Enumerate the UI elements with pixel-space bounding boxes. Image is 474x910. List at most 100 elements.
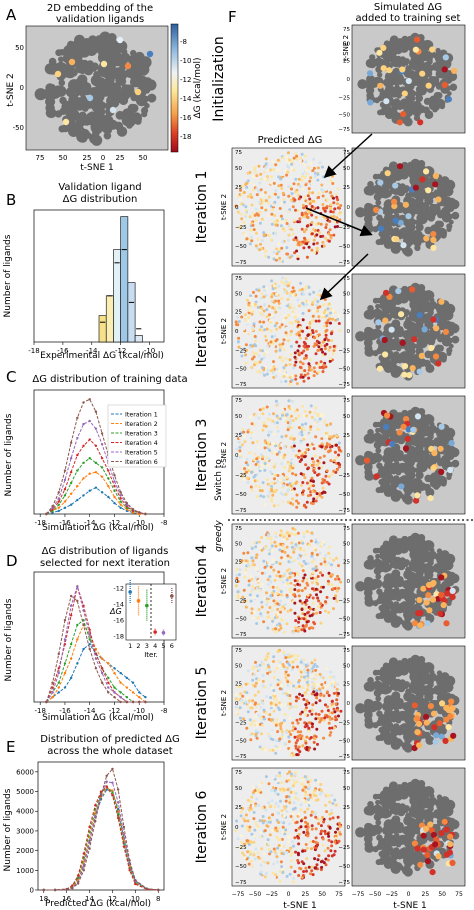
predicted-point	[317, 687, 321, 691]
predicted-point	[300, 483, 303, 487]
inset-x-tick: 1	[128, 642, 132, 650]
predicted-point	[240, 315, 244, 319]
predicted-point	[317, 222, 321, 225]
predicted-point	[267, 255, 271, 259]
validation-point	[100, 60, 108, 68]
predicted-point	[251, 350, 255, 354]
simulated-point	[377, 82, 384, 89]
predicted-point	[277, 184, 281, 188]
predicted-point	[275, 717, 279, 721]
legend-label: Iteration 6	[125, 459, 158, 466]
predicted-point	[286, 609, 290, 613]
cluster-blob	[114, 86, 122, 94]
predicted-point	[270, 212, 274, 216]
predicted-point	[285, 545, 289, 549]
simulated-point	[399, 66, 406, 73]
predicted-point	[312, 242, 316, 246]
cluster-blob	[436, 351, 448, 362]
predicted-point	[275, 550, 279, 554]
series-point	[69, 604, 73, 607]
predicted-point	[307, 238, 310, 242]
simulated-point	[388, 440, 396, 448]
predicted-point	[263, 288, 267, 292]
predicted-point	[270, 298, 274, 302]
predicted-point	[313, 747, 317, 751]
predicted-point	[330, 711, 334, 715]
predicted-point	[314, 495, 318, 499]
predicted-point	[280, 187, 284, 190]
simulated-point	[432, 181, 439, 188]
panel-a-xtick: 0	[101, 154, 105, 162]
predicted-point	[266, 626, 270, 630]
cluster-blob	[435, 305, 444, 313]
predicted-point	[292, 585, 295, 589]
predicted-point	[257, 579, 261, 583]
legend-label: Iteration 3	[125, 431, 158, 438]
predicted-point	[295, 249, 299, 253]
series-point	[57, 500, 60, 503]
simulated-point	[383, 98, 390, 105]
panel-c-plot: -18 -16 -14 -12 -10 -8	[33, 389, 167, 527]
predicted-point	[308, 358, 312, 362]
predicted-point	[282, 691, 286, 695]
predicted-point	[255, 370, 259, 374]
series-point	[82, 852, 86, 855]
predicted-point	[329, 311, 333, 315]
predicted-point	[259, 685, 263, 689]
cluster-blob	[108, 38, 118, 48]
predicted-point	[260, 239, 264, 243]
predicted-point	[266, 441, 270, 444]
panel-f-row: Iteration 3 t-SNE 27550250−25−50−75755025…	[194, 395, 466, 515]
predicted-point	[325, 595, 329, 599]
predicted-point	[332, 707, 336, 711]
cluster-blob	[55, 111, 62, 118]
cluster-blob	[377, 95, 384, 102]
predicted-point	[299, 472, 303, 476]
predicted-point	[259, 716, 263, 720]
predicted-point	[309, 539, 313, 543]
predicted-point	[305, 578, 309, 581]
predicted-point	[279, 599, 283, 603]
cluster-blob	[420, 51, 430, 62]
predicted-point	[288, 376, 292, 379]
panel-b-plot: -18 -16 -14 -12 -10	[28, 209, 165, 355]
predicted-point	[274, 483, 278, 487]
predicted-point	[246, 696, 250, 700]
predicted-point	[307, 537, 311, 541]
predicted-point	[296, 629, 300, 633]
predicted-point	[331, 352, 335, 356]
predicted-point	[242, 588, 246, 592]
predicted-point	[305, 347, 309, 351]
predicted-point	[305, 688, 309, 692]
predicted-point	[288, 226, 292, 230]
simulated-point	[432, 172, 439, 179]
predicted-point	[267, 552, 271, 556]
cluster-blob	[66, 122, 75, 131]
predicted-point	[259, 242, 262, 246]
predicted-point	[243, 575, 247, 579]
series-point	[119, 497, 122, 500]
predicted-point	[276, 429, 280, 433]
panel-a-xlabel: t-SNE 1	[80, 163, 114, 173]
predicted-point	[275, 560, 279, 564]
predicted-point	[319, 222, 323, 226]
cluster-blob	[375, 562, 386, 573]
predicted-point	[303, 435, 307, 439]
predicted-point	[239, 556, 243, 560]
cluster-blob	[411, 452, 417, 458]
predicted-point	[249, 415, 253, 419]
predicted-point	[305, 699, 309, 703]
simulated-point	[400, 423, 407, 430]
predicted-point	[307, 487, 311, 491]
predicted-point	[301, 555, 305, 559]
cluster-blob	[364, 450, 373, 459]
predicted-point	[304, 354, 308, 358]
predicted-point	[318, 720, 322, 724]
predicted-point	[254, 715, 258, 718]
predicted-point	[280, 297, 283, 301]
predicted-point	[292, 441, 296, 445]
panel-a-cbar-tick: -12	[180, 76, 191, 84]
predicted-point	[297, 541, 301, 545]
predicted-point	[275, 256, 279, 259]
